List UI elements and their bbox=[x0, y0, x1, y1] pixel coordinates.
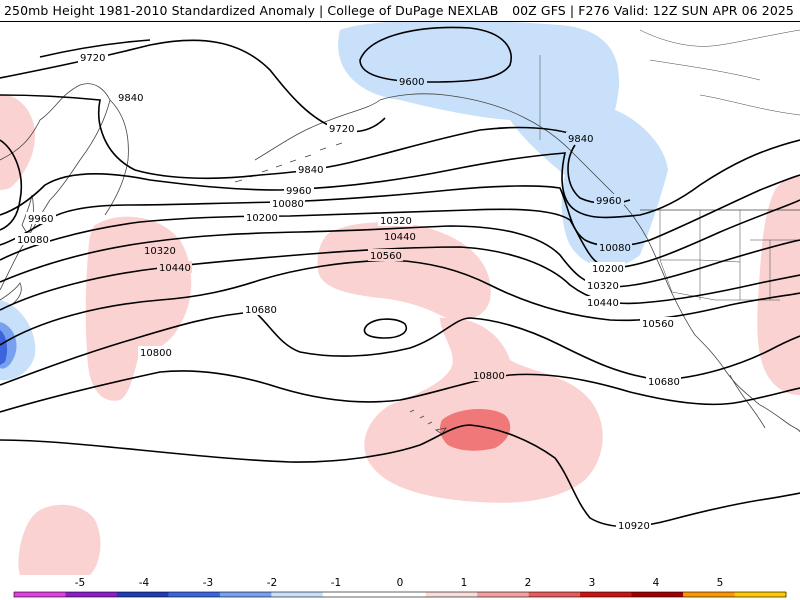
contour-9960 bbox=[0, 139, 800, 219]
anomaly-shading bbox=[0, 22, 800, 575]
colorbar-segment bbox=[65, 592, 118, 597]
contour-label: 10560 bbox=[642, 319, 674, 330]
contour-10080 bbox=[0, 174, 800, 247]
contour-10560 bbox=[0, 259, 800, 346]
north-america-coast bbox=[569, 149, 800, 433]
positive-anomaly-hawaii-core bbox=[440, 408, 511, 451]
colorbar-tick-label: -1 bbox=[331, 577, 341, 589]
colorbar-legend: -5 -4 -3 -2 -1 0 1 2 3 4 5 bbox=[0, 575, 800, 600]
contour-label: 10800 bbox=[473, 371, 505, 382]
kamchatka-coast bbox=[104, 99, 129, 216]
contour-label: 10680 bbox=[648, 377, 680, 388]
contour-label: 10080 bbox=[599, 243, 631, 254]
contour-9840-main bbox=[0, 94, 576, 180]
contour-label: 9960 bbox=[596, 196, 621, 207]
colorbar-tick-label: 3 bbox=[589, 577, 596, 589]
sakhalin-coast bbox=[21, 194, 34, 236]
colorbar-segment bbox=[528, 592, 581, 597]
colorbar-bar bbox=[13, 591, 787, 598]
contour-label: 9840 bbox=[298, 165, 323, 176]
colorbar-tick-label: 1 bbox=[461, 577, 468, 589]
contour-label: 10200 bbox=[592, 264, 624, 275]
contour-10800 bbox=[0, 370, 800, 413]
contour-9720-north bbox=[39, 39, 151, 58]
colorbar-segment bbox=[116, 592, 169, 597]
colorbar-segment bbox=[14, 592, 66, 597]
colorbar-tick-label: -5 bbox=[75, 577, 85, 589]
colorbar-segment bbox=[580, 592, 633, 597]
colorbar-tick-label: 2 bbox=[525, 577, 532, 589]
contour-label: 10080 bbox=[272, 199, 304, 210]
map-title: 250mb Height 1981-2010 Standardized Anom… bbox=[4, 3, 499, 18]
contour-10200 bbox=[0, 199, 800, 269]
contour-label: 9720 bbox=[329, 124, 354, 135]
contour-10680-ring bbox=[363, 318, 407, 339]
alaska-coastline bbox=[254, 93, 571, 161]
alaska-interior bbox=[539, 29, 800, 140]
contour-label: 10320 bbox=[587, 281, 619, 292]
contour-label: 9840 bbox=[568, 134, 593, 145]
colorbar-tick-label: 5 bbox=[717, 577, 724, 589]
contour-label: 10680 bbox=[245, 305, 277, 316]
colorbar-segment bbox=[219, 592, 272, 597]
colorbar-tick-label: 4 bbox=[653, 577, 660, 589]
colorbar-tick-label: -3 bbox=[203, 577, 213, 589]
contour-label: 10080 bbox=[17, 235, 49, 246]
colorbar-ticks: -5 -4 -3 -2 -1 0 1 2 3 4 5 bbox=[75, 577, 724, 589]
contour-10920 bbox=[0, 424, 800, 528]
height-contours bbox=[0, 26, 800, 528]
contour-label: 9960 bbox=[286, 186, 311, 197]
colorbar-segment bbox=[425, 592, 478, 597]
colorbar-outline bbox=[13, 591, 787, 598]
positive-anomaly-southwest bbox=[18, 504, 101, 575]
asia-coastline bbox=[0, 83, 111, 291]
baja-coast bbox=[729, 374, 766, 429]
positive-anomaly-kamchatka bbox=[0, 94, 35, 190]
colorbar-segment bbox=[683, 592, 736, 597]
colorbar-tick-label: -4 bbox=[139, 577, 150, 589]
hawaii-islands bbox=[409, 409, 447, 435]
contour-label: 9720 bbox=[80, 53, 105, 64]
contour-label: 10320 bbox=[380, 216, 412, 227]
contour-label: 9960 bbox=[28, 214, 53, 225]
contour-labels: 9720 9840 9720 9600 9840 9960 10080 1020… bbox=[15, 51, 681, 532]
colorbar-segment bbox=[374, 592, 427, 597]
contour-9840-west bbox=[0, 139, 23, 231]
contour-label: 10320 bbox=[144, 246, 176, 257]
contour-9720-west bbox=[0, 39, 386, 133]
contour-label: 10800 bbox=[140, 348, 172, 359]
negative-anomaly-west-core bbox=[0, 330, 8, 365]
colorbar-segment bbox=[322, 592, 375, 597]
colorbar-segment bbox=[734, 592, 787, 597]
colorbar-segment bbox=[168, 592, 221, 597]
contour-label: 10560 bbox=[370, 251, 402, 262]
colorbar-segment bbox=[631, 592, 684, 597]
colorbar-tick-label: 0 bbox=[397, 577, 404, 589]
map-header: 250mb Height 1981-2010 Standardized Anom… bbox=[0, 0, 800, 22]
contour-label: 10920 bbox=[618, 521, 650, 532]
colorbar-tick-label: -2 bbox=[267, 577, 277, 589]
contour-label: 10440 bbox=[159, 263, 191, 274]
contour-10320 bbox=[0, 225, 800, 288]
japan-coast bbox=[0, 282, 22, 307]
contour-label: 10200 bbox=[246, 213, 278, 224]
colorbar-segment bbox=[271, 592, 324, 597]
colorbar-segment bbox=[477, 592, 530, 597]
contour-label: 9840 bbox=[118, 93, 143, 104]
contour-label: 9600 bbox=[399, 77, 424, 88]
map-area: 9720 9840 9720 9600 9840 9960 10080 1020… bbox=[0, 22, 800, 575]
contour-label: 10440 bbox=[587, 298, 619, 309]
contour-10680 bbox=[0, 311, 800, 386]
contour-label: 10440 bbox=[384, 232, 416, 243]
model-run-info: 00Z GFS | F276 Valid: 12Z SUN APR 06 202… bbox=[512, 3, 794, 18]
